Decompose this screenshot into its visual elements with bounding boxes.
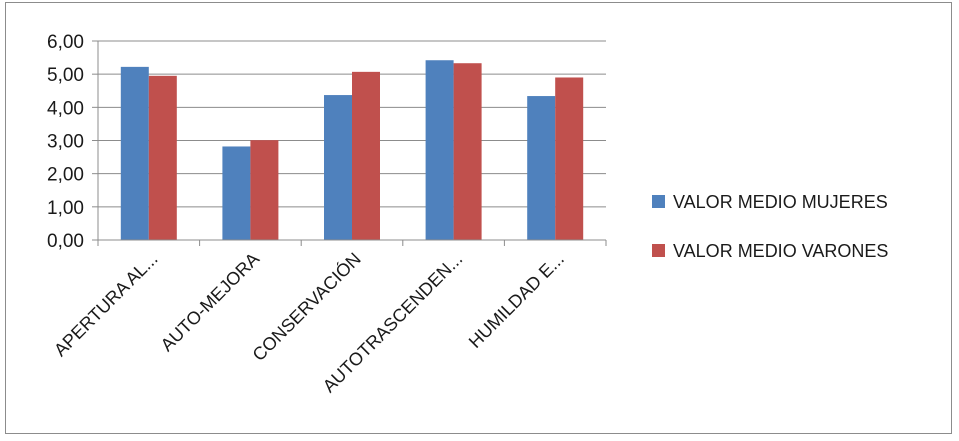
bar bbox=[453, 63, 482, 241]
bars bbox=[120, 60, 584, 241]
bar bbox=[555, 77, 584, 240]
y-tick-label: 0,00 bbox=[47, 231, 84, 252]
x-category-label: HUMILDAD E... bbox=[465, 249, 568, 352]
y-tick-label: 3,00 bbox=[47, 132, 84, 153]
y-tick-label: 1,00 bbox=[47, 198, 84, 219]
bar bbox=[324, 95, 352, 240]
bar bbox=[148, 75, 177, 240]
bar bbox=[222, 146, 251, 240]
x-category-label: AUTO-MEJORA bbox=[157, 249, 264, 356]
legend-label: VALOR MEDIO MUJERES bbox=[673, 192, 888, 212]
bar bbox=[352, 71, 380, 240]
y-axis-tick-labels: 0,00 1,00 2,00 3,00 4,00 5,00 6,00 bbox=[47, 32, 84, 252]
y-tick-label: 4,00 bbox=[47, 98, 84, 119]
bar-chart: 0,00 1,00 2,00 3,00 4,00 5,00 6,00 APERTURA AL… bbox=[47, 32, 888, 396]
x-category-label: APERTURA AL... bbox=[50, 249, 162, 361]
bar bbox=[527, 96, 556, 240]
chart-area: 0,00 1,00 2,00 3,00 4,00 5,00 6,00 APERTURA AL… bbox=[5, 2, 952, 434]
bar bbox=[120, 66, 149, 240]
legend-swatch bbox=[652, 244, 665, 257]
bar bbox=[425, 60, 454, 241]
legend: VALOR MEDIO MUJERES VALOR MEDIO VARONES bbox=[652, 192, 888, 261]
legend-label: VALOR MEDIO VARONES bbox=[673, 241, 888, 261]
x-category-label: CONSERVACIÓN bbox=[248, 248, 365, 365]
y-tick-label: 5,00 bbox=[47, 65, 84, 86]
y-tick-label: 2,00 bbox=[47, 165, 84, 186]
legend-swatch bbox=[652, 195, 665, 208]
y-tick-label: 6,00 bbox=[47, 32, 84, 53]
x-axis-category-labels: APERTURA AL...AUTO-MEJORACONSERVACIÓNAUT… bbox=[50, 248, 568, 396]
bar bbox=[250, 140, 279, 240]
axes bbox=[92, 40, 607, 246]
